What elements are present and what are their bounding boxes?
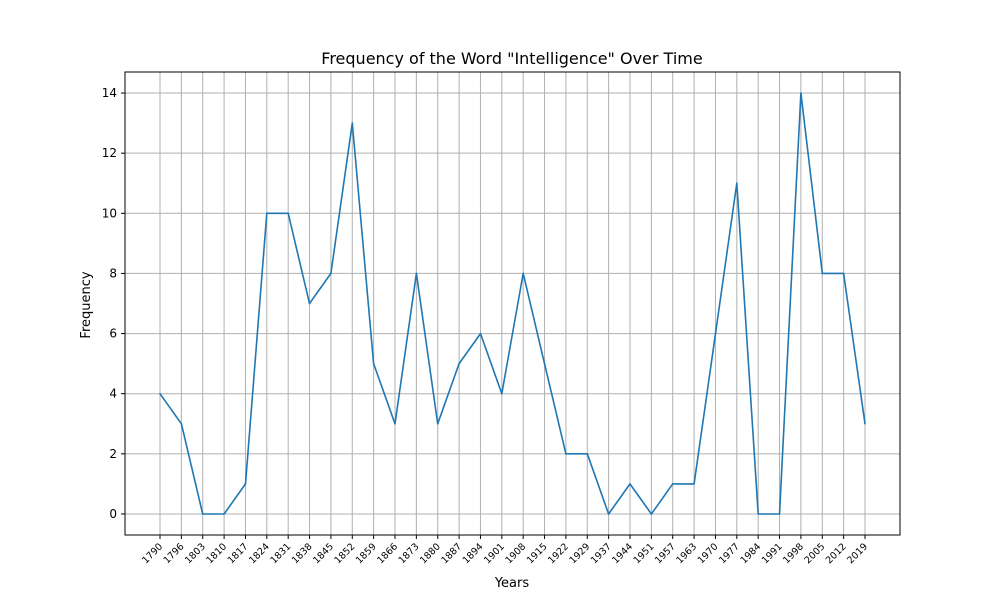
data-point: [693, 483, 695, 485]
y-axis: 0 2 4 6 8 10 12 14: [102, 86, 125, 521]
y-tick-label: 8: [109, 266, 117, 280]
y-axis-title: Frequency: [79, 271, 94, 338]
y-tick-label: 14: [102, 86, 117, 100]
x-axis-title: Years: [494, 576, 530, 591]
data-point: [458, 362, 460, 365]
x-tick-label: 1817: [226, 541, 251, 566]
data-point: [436, 422, 439, 425]
x-tick-label: 2019: [845, 541, 870, 566]
data-point: [501, 392, 503, 395]
x-tick-label: 1951: [632, 541, 657, 566]
x-tick-label: 1944: [610, 541, 635, 566]
x-tick-label: 1957: [653, 541, 678, 566]
data-point: [244, 483, 247, 485]
x-tick-label: 2005: [803, 541, 828, 566]
x-tick-label: 1970: [696, 541, 721, 566]
x-tick-label: 1880: [418, 541, 443, 566]
x-tick-label: 1894: [461, 541, 486, 566]
data-point: [864, 422, 866, 425]
data-point: [629, 483, 631, 485]
data-point: [223, 513, 225, 515]
x-tick-label: 1929: [568, 541, 593, 566]
data-point: [415, 272, 418, 275]
x-tick-label: 1984: [738, 541, 763, 566]
data-point: [842, 272, 845, 275]
data-point: [607, 513, 610, 515]
y-tick-label: 0: [109, 507, 117, 521]
data-point: [714, 332, 717, 335]
data-point: [736, 182, 738, 185]
x-tick-label: 1887: [439, 541, 464, 566]
chart-title: Frequency of the Word "Intelligence" Ove…: [321, 49, 702, 68]
grid-layer: [125, 72, 900, 535]
data-point: [778, 513, 781, 515]
x-tick-label: 1873: [397, 541, 422, 566]
x-tick-label: 1852: [333, 541, 358, 566]
series-line: [159, 92, 866, 515]
y-tick-label: 6: [109, 327, 117, 341]
data-point: [821, 272, 824, 275]
series-layer: [159, 92, 866, 515]
x-tick-label: 1796: [162, 541, 187, 566]
data-point: [351, 122, 354, 124]
x-tick-label: 2012: [824, 541, 849, 566]
data-point: [522, 272, 524, 275]
x-tick-label: 1977: [717, 541, 742, 566]
data-point: [543, 362, 546, 365]
x-tick-label: 1901: [482, 541, 507, 566]
x-tick-label: 1998: [781, 541, 806, 566]
x-tick-label: 1963: [674, 541, 699, 566]
x-tick-label: 1866: [375, 541, 400, 566]
data-point: [757, 513, 759, 515]
x-tick-label: 1937: [589, 541, 614, 566]
y-tick-label: 4: [109, 387, 117, 401]
y-tick-label: 2: [109, 447, 117, 461]
data-point: [330, 272, 332, 275]
x-axis: 1790179618031810181718241831183818451852…: [140, 535, 870, 566]
x-tick-label: 1991: [760, 541, 785, 566]
data-point: [671, 483, 674, 485]
x-tick-label: 1859: [354, 541, 379, 566]
data-point: [800, 92, 802, 94]
x-tick-label: 1790: [140, 541, 165, 566]
y-tick-label: 10: [102, 206, 117, 220]
data-point: [565, 453, 567, 455]
data-point: [266, 212, 268, 215]
y-tick-label: 12: [102, 146, 117, 160]
data-point: [394, 422, 396, 425]
x-tick-label: 1838: [290, 541, 315, 566]
data-point: [159, 392, 161, 395]
data-point: [479, 332, 482, 335]
x-tick-label: 1824: [247, 541, 272, 566]
x-tick-label: 1810: [204, 541, 229, 566]
plot-frame: [124, 71, 901, 536]
x-tick-label: 1831: [268, 541, 293, 566]
data-point: [201, 513, 204, 515]
x-tick-label: 1803: [183, 541, 208, 566]
data-point: [308, 302, 311, 305]
data-point: [180, 422, 183, 425]
x-tick-label: 1922: [546, 541, 571, 566]
data-point: [650, 513, 653, 515]
x-tick-label: 1845: [311, 541, 336, 566]
x-tick-label: 1908: [503, 541, 528, 566]
x-tick-label: 1915: [525, 541, 550, 566]
data-point: [287, 212, 289, 215]
data-point: [372, 362, 375, 365]
data-point: [586, 453, 589, 455]
